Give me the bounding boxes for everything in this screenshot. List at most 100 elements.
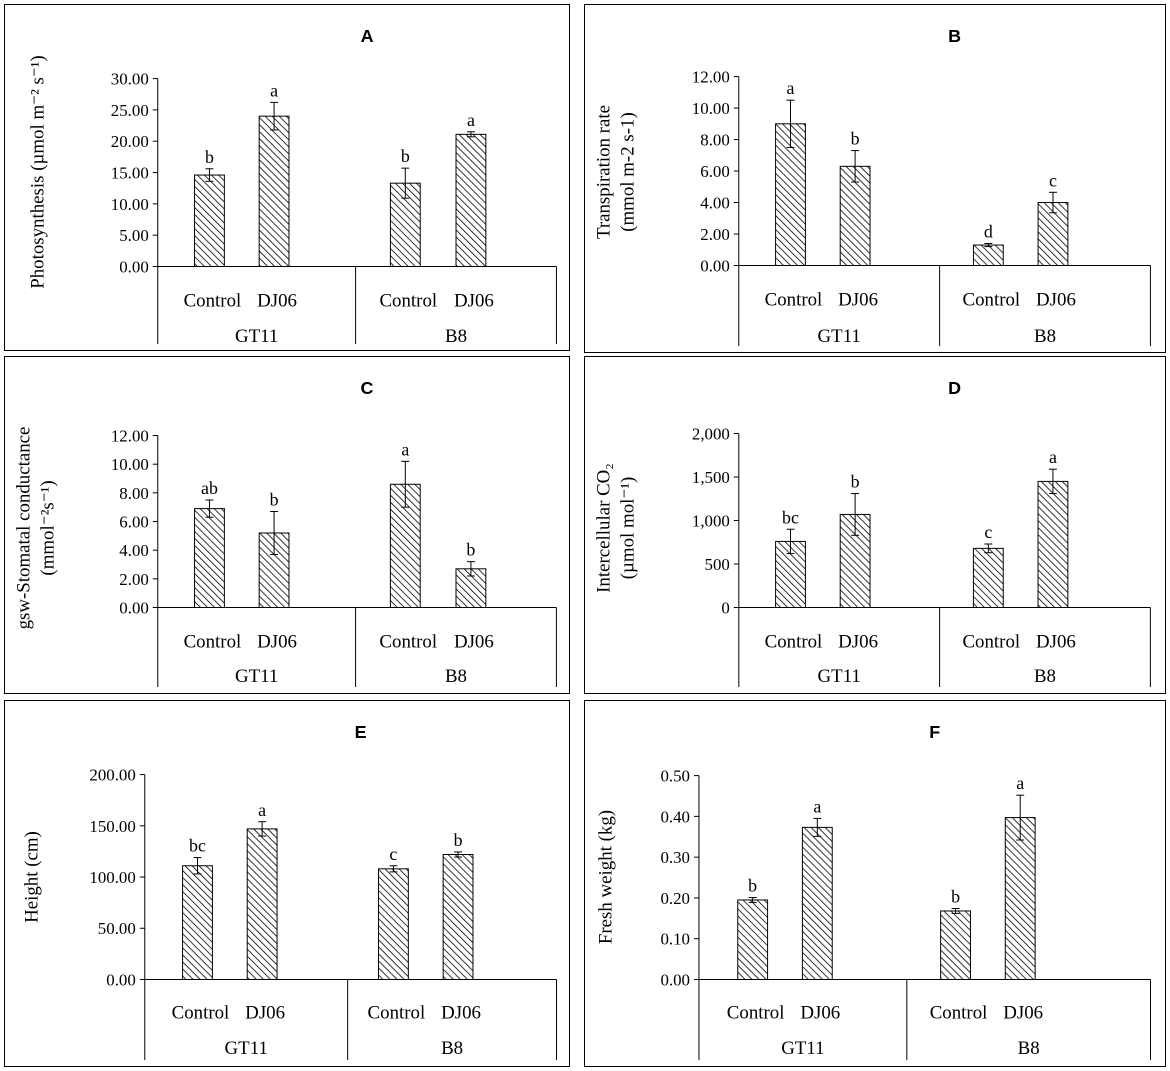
x-category-label: Control (172, 1002, 230, 1023)
significance-letter: c (389, 844, 397, 864)
significance-letter: b (466, 540, 475, 560)
y-tick-label: 8.00 (700, 131, 730, 150)
x-category-label: Control (379, 631, 437, 652)
y-tick-label: 0.50 (660, 767, 690, 786)
significance-letter: a (258, 800, 266, 820)
chart-panel-a: A 0.00 5.00 10.00 15.00 20.00 25.00 30.00 b Contr… (4, 4, 570, 351)
y-axis-title-line: (mmol⁻²s⁻¹) (37, 480, 58, 575)
significance-letter: b (205, 147, 214, 167)
x-category-label: DJ06 (441, 1002, 481, 1023)
significance-letter: a (401, 439, 409, 459)
y-tick-label: 0.00 (119, 257, 149, 276)
significance-letter: a (467, 110, 475, 130)
x-category-label: DJ06 (454, 290, 494, 311)
y-axis-title-line: Intercellular CO₂ (594, 463, 615, 593)
significance-letter: d (984, 221, 993, 241)
y-tick-label: 8.00 (119, 484, 149, 503)
y-tick-label: 500 (705, 555, 730, 574)
bar (1004, 817, 1036, 980)
bar (258, 115, 290, 267)
y-axis-title-line: Transpiration rate (594, 105, 615, 239)
y-axis-title-line: gsw-Stomatal conductance (14, 427, 35, 630)
panel-label: B (948, 26, 961, 46)
x-group-label: GT11 (818, 326, 861, 347)
x-category-label: Control (379, 290, 437, 311)
y-tick-label: 10.00 (111, 195, 149, 214)
y-tick-label: 0 (721, 598, 729, 617)
y-axis-title: Height (cm) (21, 831, 42, 923)
chart-panel-e: E 0.00 50.00 100.00 150.00 200.00 b c Control a DJ… (4, 700, 570, 1067)
y-tick-label: 4.00 (119, 541, 149, 560)
y-tick-label: 10.00 (111, 455, 149, 474)
y-tick-label: 0.40 (660, 807, 690, 826)
x-category-label: Control (727, 1002, 785, 1023)
x-group-label: B8 (1018, 1038, 1040, 1059)
y-tick-label: 150.00 (89, 817, 135, 836)
bar (194, 174, 225, 267)
bar (972, 547, 1004, 609)
bar (378, 868, 409, 980)
x-category-label: DJ06 (257, 631, 297, 652)
y-tick-label: 0.30 (660, 848, 690, 867)
y-tick-label: 20.00 (111, 132, 149, 151)
y-tick-label: 0.00 (119, 598, 149, 617)
x-category-label: Control (184, 290, 242, 311)
y-tick-label: 2,000 (692, 425, 730, 444)
bar (972, 244, 1004, 266)
x-group-label: GT11 (235, 666, 278, 687)
y-tick-label: 10.00 (692, 99, 730, 118)
significance-letter: a (1049, 447, 1057, 467)
x-category-label: Control (368, 1002, 426, 1023)
panel-label: E (355, 722, 367, 742)
x-category-label: DJ06 (1036, 631, 1076, 652)
bar (442, 854, 474, 980)
significance-letter: a (787, 78, 795, 98)
x-category-label: DJ06 (245, 1002, 285, 1023)
y-tick-label: 1,500 (692, 468, 730, 487)
significance-letter: c (1049, 170, 1057, 190)
bar (1037, 480, 1069, 609)
panel-label: D (948, 378, 961, 398)
x-category-label: DJ06 (800, 1002, 840, 1023)
y-axis-title-line: Height (cm) (21, 831, 42, 923)
bar (455, 133, 487, 267)
x-category-label: DJ06 (454, 631, 494, 652)
y-axis-title-line: (µmol mol⁻¹) (617, 477, 638, 580)
y-tick-label: 0.00 (700, 256, 730, 275)
y-axis-title-line: Photosynthesis (µmol m⁻² s⁻¹) (27, 55, 48, 289)
x-category-label: DJ06 (257, 290, 297, 311)
y-tick-label: 6.00 (700, 162, 730, 181)
bar (940, 910, 971, 980)
y-tick-label: 100.00 (89, 868, 135, 887)
y-tick-label: 0.00 (106, 970, 136, 989)
y-tick-label: 1,000 (692, 511, 730, 530)
x-group-label: GT11 (235, 326, 278, 347)
panel-label: C (361, 378, 374, 398)
x-group-label: GT11 (818, 666, 861, 687)
x-group-label: GT11 (781, 1038, 824, 1059)
x-category-label: DJ06 (1036, 289, 1076, 310)
bar (246, 828, 278, 980)
bar (182, 865, 213, 980)
x-group-label: GT11 (225, 1038, 268, 1059)
significance-letter: b (851, 129, 860, 149)
y-tick-label: 50.00 (98, 919, 136, 938)
x-category-label: DJ06 (838, 289, 878, 310)
significance-letter: bc (782, 507, 799, 527)
chart-panel-f: F 0.00 0.10 0.20 0.30 0.40 0.50 b Control a DJ06 b C… (584, 700, 1166, 1067)
chart-panel-b: B 0.00 2.00 4.00 6.00 8.00 10.00 12.00 a Control b… (584, 4, 1166, 353)
y-axis-title-line: Fresh weight (kg) (595, 810, 616, 944)
panel-label: F (929, 722, 940, 742)
y-tick-label: 0.10 (660, 930, 690, 949)
y-tick-label: 200.00 (89, 766, 135, 785)
significance-letter: a (1016, 773, 1024, 793)
significance-letter: b (454, 830, 463, 850)
y-tick-label: 15.00 (111, 163, 149, 182)
y-tick-label: 2.00 (700, 225, 730, 244)
panel-label: A (361, 26, 374, 46)
x-category-label: Control (962, 631, 1020, 652)
y-tick-label: 30.00 (111, 70, 149, 89)
x-category-label: Control (930, 1002, 988, 1023)
x-group-label: B8 (445, 326, 467, 347)
x-category-label: Control (765, 631, 823, 652)
